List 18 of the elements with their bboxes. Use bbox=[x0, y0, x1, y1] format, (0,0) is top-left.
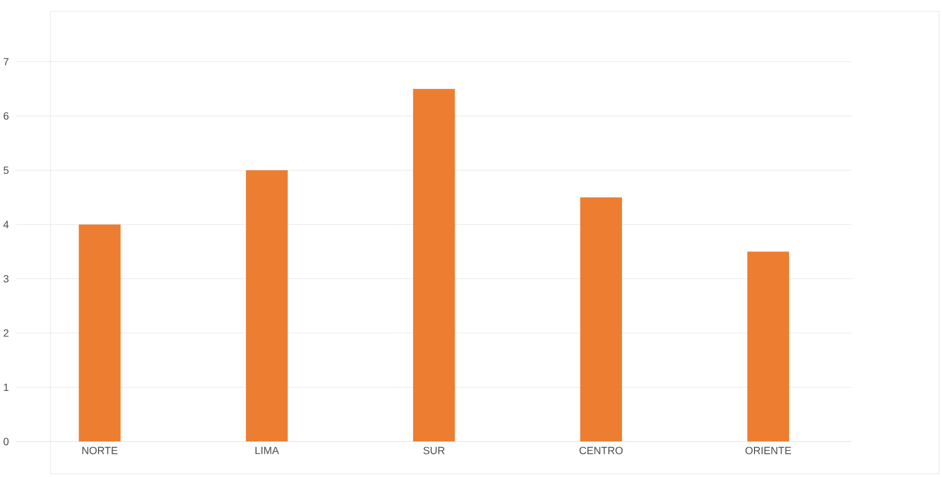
bar bbox=[747, 252, 790, 442]
y-tick-label: 1 bbox=[4, 384, 8, 392]
y-tick-label: 7 bbox=[4, 58, 8, 66]
x-tick-label: NORTE bbox=[82, 446, 118, 454]
y-tick-label: 6 bbox=[4, 112, 9, 120]
y-tick-label: 0 bbox=[4, 438, 9, 446]
y-tick-label: 4 bbox=[3, 221, 9, 228]
bar bbox=[413, 89, 455, 442]
x-tick-label: CENTRO bbox=[580, 446, 623, 454]
y-tick-label: 5 bbox=[4, 166, 9, 174]
bar bbox=[78, 224, 121, 442]
y-tick-label: 2 bbox=[4, 330, 8, 337]
y-tick-label: 3 bbox=[4, 275, 9, 283]
x-tick-label: SUR bbox=[423, 446, 444, 454]
bar bbox=[246, 170, 288, 442]
x-tick-label: LIMA bbox=[256, 446, 279, 454]
bar bbox=[580, 198, 622, 442]
x-tick-label: ORIENTE bbox=[745, 446, 791, 454]
